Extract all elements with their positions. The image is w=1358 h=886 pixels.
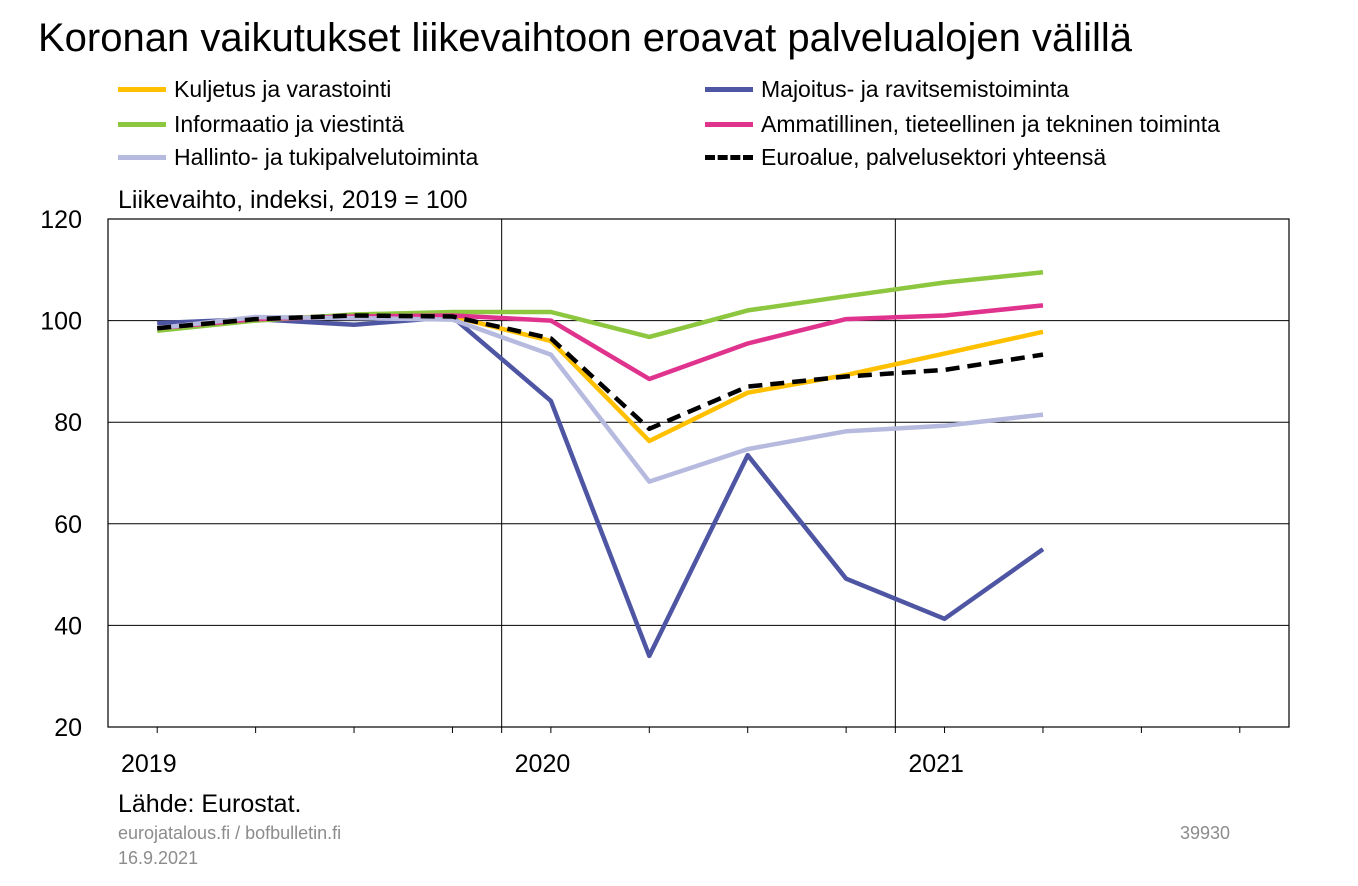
y-tick-label: 100: [40, 308, 82, 336]
legend-item: Majoitus- ja ravitsemistoiminta: [705, 75, 1069, 103]
series-lines: [156, 270, 1045, 659]
legend-swatch: [705, 86, 753, 92]
series-line-2: [157, 314, 1045, 659]
legend-swatch: [705, 154, 753, 160]
legend-swatch: [118, 121, 166, 127]
legend-item: Kuljetus ja varastointi: [118, 75, 391, 103]
legend-item: Ammatillinen, tieteellinen ja tekninen t…: [705, 110, 1220, 138]
x-tick-label: 2021: [908, 750, 964, 778]
y-tick-label: 40: [54, 612, 82, 640]
legend-label: Kuljetus ja varastointi: [174, 75, 392, 102]
series-line-5: [156, 314, 1044, 484]
legend-swatch: [705, 121, 753, 127]
y-tick-label: 60: [54, 511, 82, 539]
footer-site: eurojatalous.fi / bofbulletin.fi: [118, 823, 342, 843]
legend-label: Ammatillinen, tieteellinen ja tekninen t…: [761, 110, 1220, 137]
axis-ticks: 20 40 60 80 100 120 2019 2020 2021: [40, 206, 1241, 778]
legend-item: Euroalue, palvelusektori yhteensä: [705, 143, 1106, 171]
legend-label: Majoitus- ja ravitsemistoiminta: [761, 75, 1070, 102]
x-tick-label: 2019: [121, 750, 177, 778]
footer-date: 16.9.2021: [118, 848, 199, 868]
y-tick-label: 120: [40, 206, 82, 234]
legend-label: Euroalue, palvelusektori yhteensä: [761, 143, 1107, 170]
x-tick-label: 2020: [515, 750, 571, 778]
legend-label: Informaatio ja viestintä: [174, 110, 405, 137]
legend-swatch: [118, 86, 166, 92]
legend-item: Hallinto- ja tukipalvelutoiminta: [118, 143, 478, 171]
plot-frame: [107, 218, 1290, 728]
source-note: Lähde: Eurostat.: [118, 790, 302, 818]
footer-code: 39930: [1180, 823, 1231, 843]
series-line-3: [156, 270, 1044, 340]
legend-label: Hallinto- ja tukipalvelutoiminta: [174, 143, 479, 170]
y-axis-label: Liikevaihto, indeksi, 2019 = 100: [118, 186, 468, 214]
series-line-6: [156, 313, 1044, 432]
legend-item: Informaatio ja viestintä: [118, 110, 404, 138]
legend-swatch: [118, 154, 166, 160]
y-tick-label: 20: [54, 714, 82, 742]
y-tick-label: 80: [54, 409, 82, 437]
gridlines: [108, 219, 1289, 727]
chart-title: Koronan vaikutukset liikevaihtoon eroava…: [38, 16, 1133, 60]
